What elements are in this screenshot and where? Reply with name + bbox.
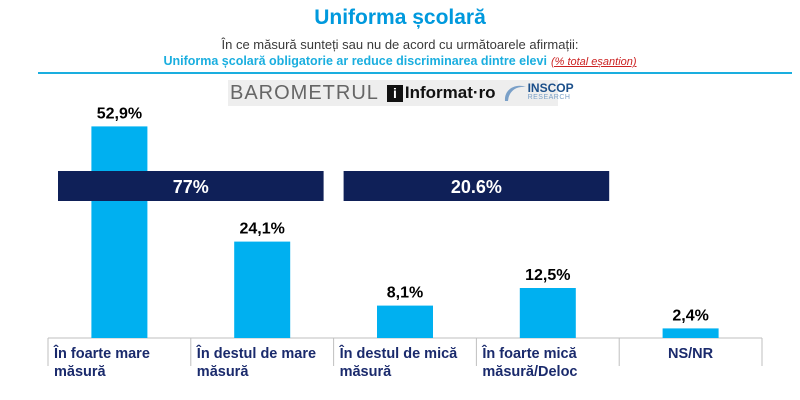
bar-value-label: 12,5% bbox=[525, 267, 570, 284]
sample-note: (% total eșantion) bbox=[550, 56, 637, 68]
inscop-logo-sub: RESEARCH bbox=[527, 94, 571, 101]
category-label: În foarte mică măsură/Deloc bbox=[482, 346, 578, 380]
question-text: În ce măsură sunteți sau nu de acord cu … bbox=[221, 37, 579, 52]
barometrul-logo: BAROMETRUL bbox=[230, 81, 379, 104]
statement-line: Uniforma școlară obligatorie ar reduce d… bbox=[0, 54, 800, 68]
category-label: În destul de mică măsură bbox=[339, 346, 458, 380]
informat-logo: i Informat·ro bbox=[386, 83, 496, 103]
logo-strip: BAROMETRUL i Informat·ro INSCOP RESEARCH bbox=[228, 80, 574, 106]
group-band bbox=[343, 171, 610, 201]
group-band-label: 77% bbox=[173, 177, 209, 197]
header-divider bbox=[38, 72, 792, 74]
bar-value-label: 52,9% bbox=[97, 105, 142, 122]
bar bbox=[519, 288, 576, 338]
bar-value-label: 24,1% bbox=[240, 221, 285, 238]
inscop-logo-main: INSCOP bbox=[527, 81, 574, 95]
bar bbox=[662, 328, 719, 338]
category-label: NS/NR bbox=[668, 346, 714, 362]
group-band-label: 20.6% bbox=[451, 177, 502, 197]
bar bbox=[234, 241, 291, 338]
bar-value-label: 8,1% bbox=[387, 285, 423, 302]
informat-logo-text: Informat·ro bbox=[404, 83, 496, 102]
bar bbox=[91, 126, 148, 339]
statement-text: Uniforma școlară obligatorie ar reduce d… bbox=[163, 54, 547, 68]
informat-logo-mark: i bbox=[386, 84, 403, 102]
inscop-swoosh-icon bbox=[504, 85, 526, 101]
inscop-logo-text: INSCOP RESEARCH bbox=[527, 81, 574, 103]
chart-title: Uniforma școlară bbox=[314, 6, 486, 29]
inscop-logo: INSCOP RESEARCH bbox=[502, 81, 574, 105]
group-band bbox=[58, 171, 324, 201]
bar-value-label: 2,4% bbox=[672, 307, 708, 324]
bar bbox=[377, 305, 433, 338]
category-label: În foarte mare măsură bbox=[54, 346, 150, 380]
category-label: În destul de mare măsură bbox=[196, 346, 317, 380]
